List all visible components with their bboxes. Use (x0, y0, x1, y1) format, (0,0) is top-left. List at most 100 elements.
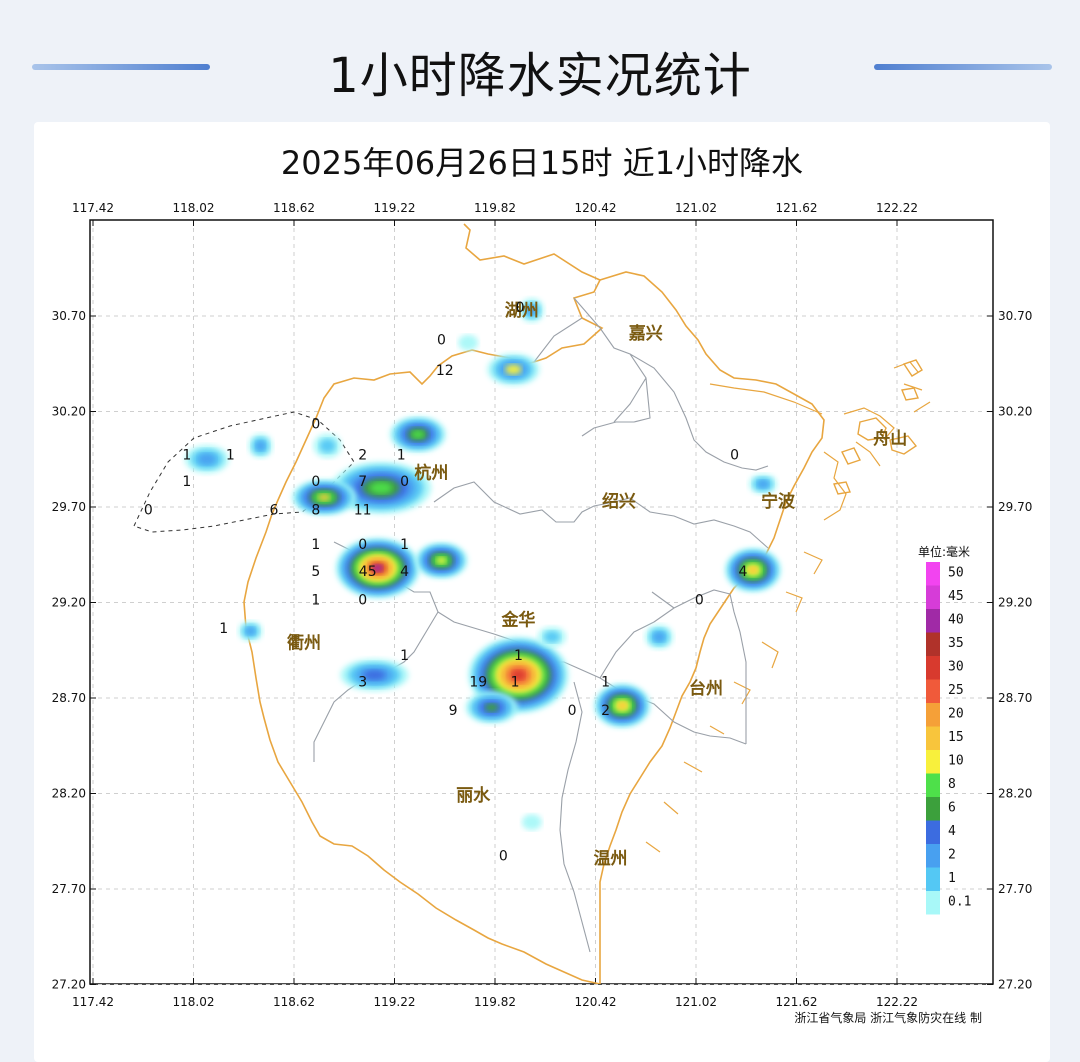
rain-value-label: 4 (400, 564, 409, 580)
rain-value-label: 4 (738, 564, 747, 580)
legend-label: 50 (948, 566, 964, 581)
legend-label: 6 (948, 801, 956, 816)
legend-swatch (926, 750, 940, 774)
legend: 单位:毫米 50 45 40 35 30 25 20 15 10 8 6 4 2 1 0.1 (918, 544, 971, 915)
lat-tick-label-right: 29.20 (998, 596, 1032, 610)
rain-value-label: 3 (358, 675, 367, 691)
legend-swatch (926, 703, 940, 727)
rain-area (512, 670, 525, 680)
rain-value-label: 1 (514, 648, 523, 664)
rain-area (653, 631, 665, 642)
title-decoration-right (874, 64, 1052, 70)
rain-area (197, 453, 216, 466)
rain-value-label: 5 (311, 564, 320, 580)
lon-tick-label-top: 118.02 (173, 201, 215, 215)
rain-value-label: 12 (436, 363, 454, 379)
lat-tick-label-right: 30.70 (998, 309, 1032, 323)
lon-tick-label-bottom: 120.42 (575, 995, 617, 1009)
legend-label: 45 (948, 589, 964, 604)
lat-tick-label-right: 30.20 (998, 405, 1032, 419)
legend-label: 10 (948, 754, 964, 769)
legend-label: 4 (948, 824, 956, 839)
rain-value-label: 1 (601, 675, 610, 691)
legend-swatch (926, 820, 940, 844)
lon-tick-label-bottom: 121.62 (776, 995, 818, 1009)
rain-area (757, 479, 769, 489)
city-label: 宁波 (761, 491, 796, 512)
rain-area (521, 814, 542, 831)
rain-contours (184, 298, 781, 831)
legend-label: 15 (948, 730, 964, 745)
legend-swatch (926, 609, 940, 633)
rain-value-label: 2 (358, 447, 367, 463)
rain-area (370, 482, 393, 494)
lat-tick-label-left: 28.70 (52, 691, 86, 705)
rain-area (319, 438, 336, 453)
rain-area (318, 494, 331, 501)
rain-value-label: 45 (359, 564, 377, 580)
rain-value-label: 1 (182, 447, 191, 463)
city-label: 丽水 (456, 785, 491, 806)
rain-area (411, 430, 425, 439)
rain-value-label: 9 (449, 703, 458, 719)
lon-tick-label-bottom: 117.42 (72, 995, 114, 1009)
page-title: 1小时降水实况统计 (328, 48, 752, 104)
rain-value-label: 0 (437, 333, 446, 349)
rain-value-label: 11 (354, 503, 372, 519)
rain-area (617, 701, 627, 710)
legend-label: 2 (948, 848, 956, 863)
precipitation-map[interactable]: 2025年06月26日15时 近1小时降水 117.42 117.42 118.02… (34, 122, 1050, 1040)
zhoushan-islands (833, 359, 923, 495)
city-label: 台州 (689, 678, 723, 699)
rain-value-label: 0 (311, 417, 320, 433)
legend-swatch (926, 844, 940, 868)
legend-label: 25 (948, 683, 964, 698)
legend-label: 40 (948, 613, 964, 628)
rain-value-label: 0 (730, 447, 739, 463)
lat-tick-label-left: 30.70 (52, 309, 86, 323)
rain-area (526, 305, 537, 316)
rain-area (436, 557, 447, 564)
legend-swatch (926, 726, 940, 750)
lon-tick-label-top: 119.22 (374, 201, 416, 215)
rain-value-label: 1 (219, 621, 228, 637)
rain-area (505, 364, 522, 375)
rain-value-label: 0 (568, 703, 577, 719)
lat-tick-label-right: 27.20 (998, 978, 1032, 992)
legend-swatch (926, 891, 940, 915)
lon-tick-label-bottom: 119.22 (374, 995, 416, 1009)
province-boundary (243, 223, 604, 984)
city-label: 杭州 (414, 462, 448, 483)
legend-swatch (926, 867, 940, 891)
legend-label: 0.1 (948, 895, 971, 910)
legend-label: 30 (948, 660, 964, 675)
rain-area (543, 631, 561, 643)
rain-value-label: 19 (469, 675, 487, 691)
rain-value-label: 8 (311, 503, 320, 519)
city-label: 嘉兴 (628, 323, 663, 344)
rain-value-label: 0 (400, 474, 409, 490)
legend-swatch (926, 632, 940, 656)
legend-label: 35 (948, 636, 964, 651)
legend-swatch (926, 585, 940, 609)
rain-value-label: 1 (400, 537, 409, 553)
legend-label: 8 (948, 777, 956, 792)
rain-value-label: 7 (358, 474, 367, 490)
map-title: 2025年06月26日15时 近1小时降水 (281, 144, 803, 182)
legend-label: 1 (948, 871, 956, 886)
rain-value-label: 0 (144, 503, 153, 519)
rain-value-label: 0 (499, 848, 508, 864)
lon-tick-label-top: 119.82 (474, 201, 516, 215)
lat-tick-label-right: 29.70 (998, 500, 1032, 514)
city-label: 金华 (500, 609, 535, 630)
rain-value-label: 2 (601, 703, 610, 719)
legend-swatch (926, 773, 940, 797)
city-label: 温州 (594, 849, 628, 869)
lon-tick-label-top: 120.42 (575, 201, 617, 215)
rain-area (255, 440, 266, 451)
city-label: 绍兴 (602, 491, 636, 512)
legend-swatch (926, 562, 940, 586)
rain-value-label: 1 (226, 447, 235, 463)
